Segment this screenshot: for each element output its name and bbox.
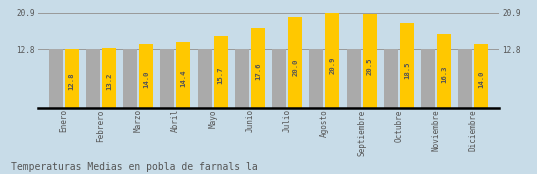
- Bar: [346, 49, 361, 108]
- Bar: [251, 27, 265, 108]
- Text: 14.0: 14.0: [143, 70, 149, 88]
- Text: 14.0: 14.0: [478, 70, 484, 88]
- Bar: [362, 14, 376, 108]
- Text: 14.4: 14.4: [180, 70, 186, 87]
- Text: 13.2: 13.2: [106, 72, 112, 90]
- Bar: [400, 23, 414, 108]
- Bar: [384, 49, 398, 108]
- Bar: [161, 49, 175, 108]
- Bar: [86, 49, 100, 108]
- Bar: [474, 44, 489, 108]
- Bar: [176, 42, 191, 108]
- Bar: [325, 13, 339, 108]
- Bar: [458, 49, 473, 108]
- Bar: [421, 49, 435, 108]
- Text: 20.5: 20.5: [367, 57, 373, 74]
- Bar: [437, 34, 451, 108]
- Text: 15.7: 15.7: [217, 67, 223, 84]
- Text: 12.8: 12.8: [69, 73, 75, 90]
- Text: 18.5: 18.5: [404, 61, 410, 79]
- Bar: [288, 17, 302, 108]
- Bar: [139, 44, 153, 108]
- Text: 20.0: 20.0: [292, 58, 298, 76]
- Text: 16.3: 16.3: [441, 66, 447, 83]
- Bar: [48, 49, 63, 108]
- Bar: [309, 49, 323, 108]
- Bar: [123, 49, 137, 108]
- Bar: [214, 36, 228, 108]
- Bar: [198, 49, 212, 108]
- Text: 17.6: 17.6: [255, 63, 261, 81]
- Bar: [102, 48, 116, 108]
- Bar: [64, 49, 79, 108]
- Text: Temperaturas Medias en pobla de farnals la: Temperaturas Medias en pobla de farnals …: [11, 162, 257, 172]
- Text: 20.9: 20.9: [329, 56, 336, 74]
- Bar: [272, 49, 286, 108]
- Bar: [235, 49, 249, 108]
